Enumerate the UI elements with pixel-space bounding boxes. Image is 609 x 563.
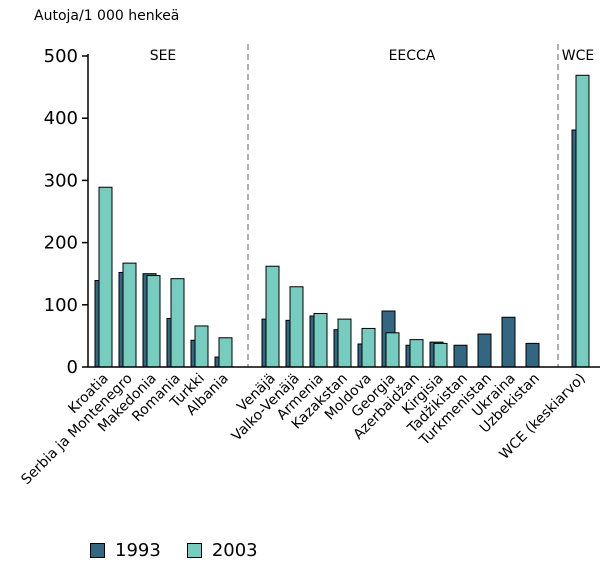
legend-label: 2003 (211, 539, 258, 561)
bar-2003 (409, 339, 424, 368)
group-label: WCE (562, 48, 594, 64)
bar-2003 (170, 278, 185, 368)
legend-swatch (186, 542, 202, 558)
bar-1993 (477, 333, 492, 368)
y-tick-label: 300 (44, 170, 78, 191)
y-tick-label: 200 (44, 233, 78, 254)
bar-2003 (122, 262, 137, 368)
bar-2003 (337, 318, 352, 368)
group-label: SEE (150, 48, 177, 64)
y-tick-label: 100 (44, 295, 78, 316)
bar-1993 (501, 316, 516, 368)
legend-item: 2003 (186, 539, 258, 561)
bar-2003 (194, 325, 209, 368)
bar-2003 (218, 337, 233, 368)
y-tick-label: 400 (44, 108, 78, 129)
bar-2003 (361, 327, 376, 368)
legend-swatch (90, 542, 105, 558)
bar-2003 (575, 74, 590, 368)
group-label: EECCA (389, 48, 436, 64)
bar-2003 (289, 286, 304, 368)
bar-1993 (453, 344, 468, 368)
bar-2003 (98, 186, 113, 368)
legend: 1993 2003 (90, 539, 284, 561)
y-axis-label: Autoja/1 000 henkeä (34, 8, 179, 24)
bar-2003 (146, 275, 161, 368)
bar-2003 (433, 342, 448, 368)
y-tick-label: 500 (44, 46, 78, 67)
bar-2003 (313, 313, 328, 368)
legend-label: 1993 (115, 539, 161, 561)
bar-2003 (265, 265, 280, 368)
category-label: Serbia ja Montenegro (18, 371, 135, 488)
bar-2003 (385, 332, 400, 368)
bar-1993 (525, 342, 540, 368)
legend-item: 1993 (90, 540, 161, 561)
y-tick-label: 0 (67, 357, 78, 378)
